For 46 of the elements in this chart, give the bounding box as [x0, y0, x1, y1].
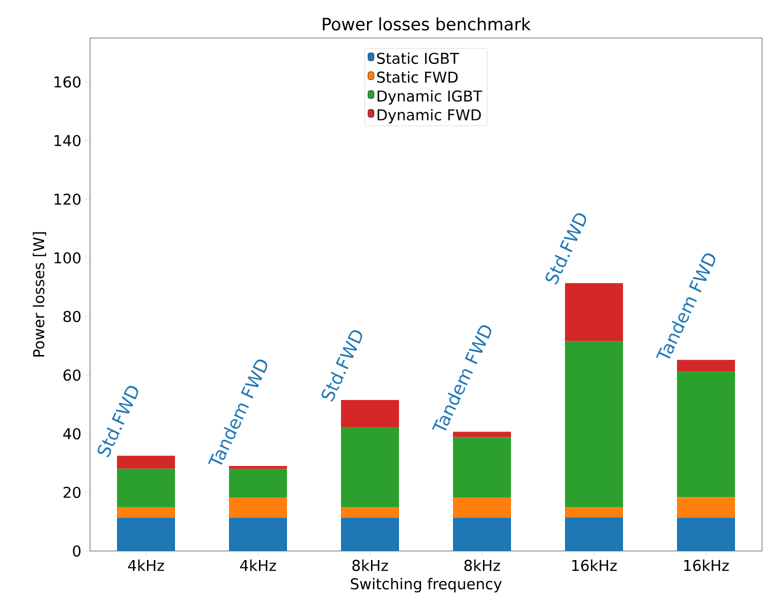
- y-tick-label: 140: [54, 134, 80, 146]
- bar: [565, 341, 624, 508]
- bar: [117, 507, 175, 518]
- legend-label: Static IGBT: [377, 52, 460, 64]
- y-axis-title: Power losses [W]: [32, 232, 46, 357]
- bar: [565, 283, 624, 342]
- bar: [677, 372, 736, 498]
- bar: [229, 518, 287, 551]
- bar: [677, 518, 736, 551]
- bar: [229, 498, 287, 518]
- bar: [229, 468, 287, 498]
- y-tick-label: 20: [64, 486, 80, 498]
- bar: [453, 437, 512, 498]
- legend-label: Dynamic FWD: [378, 108, 481, 124]
- bar: [117, 518, 175, 551]
- bar: [677, 360, 736, 372]
- y-tick-label: 0: [72, 545, 80, 557]
- bar: [341, 400, 399, 427]
- y-tick-label: 160: [54, 76, 80, 88]
- bar: [677, 497, 736, 518]
- bar: [341, 427, 399, 508]
- x-tick-label: 4kHz: [128, 560, 164, 571]
- x-tick-label: 8kHz: [464, 560, 500, 572]
- y-tick-label: 60: [64, 369, 80, 381]
- x-axis-title: Switching frequency: [350, 578, 502, 592]
- x-tick-label: 4kHz: [240, 560, 276, 571]
- bar: [453, 432, 512, 438]
- bar: [229, 466, 287, 469]
- bar: [565, 517, 624, 551]
- x-tick-label: 16kHz: [684, 560, 729, 572]
- bar: [117, 456, 175, 469]
- bar: [453, 518, 512, 551]
- bar: [565, 507, 624, 518]
- bar: [341, 507, 399, 518]
- y-tick-label: 100: [54, 252, 80, 264]
- legend-label: Dynamic IGBT: [378, 90, 482, 105]
- x-tick-label: 8kHz: [352, 560, 388, 572]
- y-tick-label: 40: [63, 428, 80, 440]
- x-tick-label: 16kHz: [572, 560, 617, 572]
- bar: [341, 518, 399, 551]
- bar: [117, 468, 175, 508]
- y-tick-label: 120: [54, 194, 80, 205]
- chart-title: Power losses benchmark: [322, 17, 531, 30]
- bar: [453, 498, 512, 518]
- y-tick-label: 80: [63, 310, 80, 322]
- legend-label: Static FWD: [377, 71, 458, 83]
